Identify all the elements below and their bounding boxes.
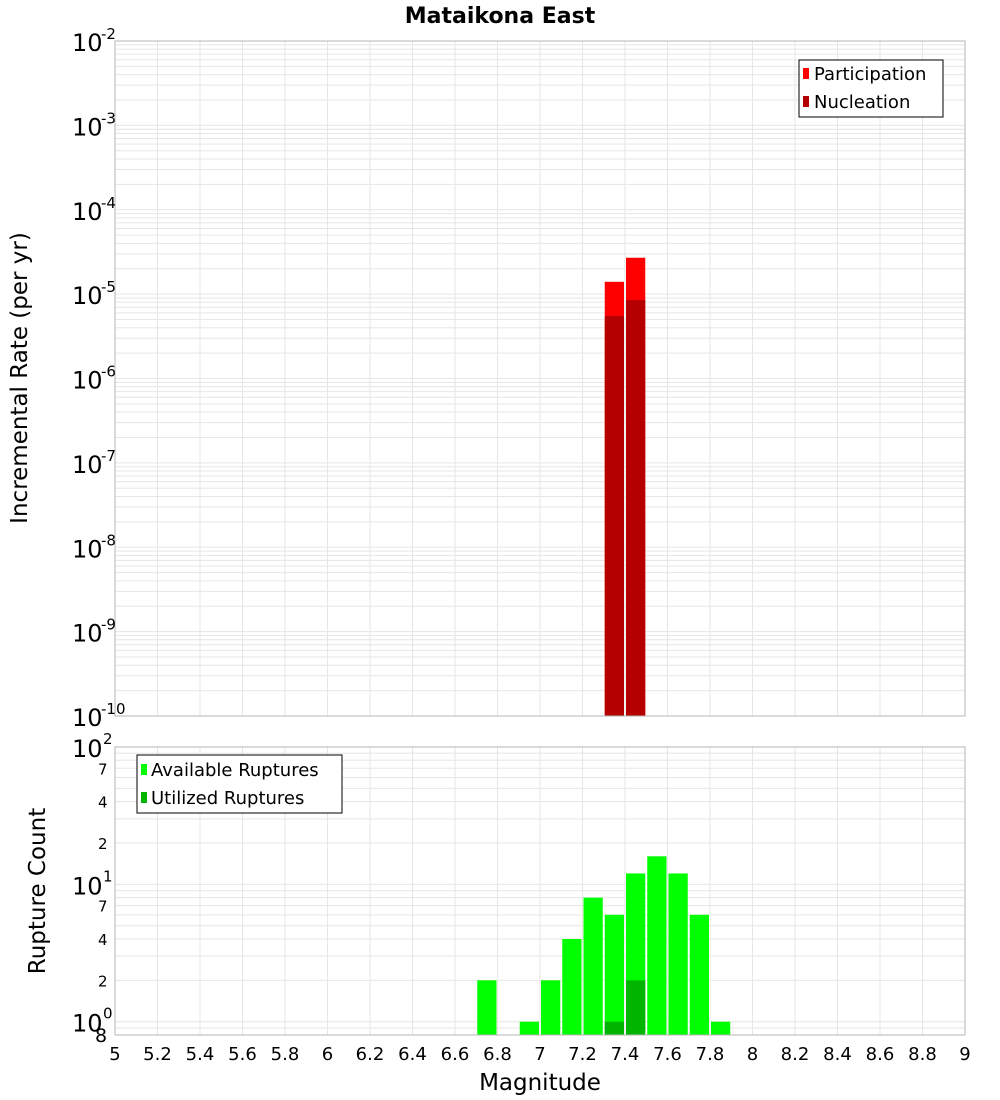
magnitude-x-tick-label: 5.8 bbox=[271, 1044, 300, 1065]
rate-y-tick-base: 10 bbox=[72, 282, 103, 310]
count-y-tick-base: 10 bbox=[72, 1010, 103, 1038]
rate-y-tick-exponent: -3 bbox=[101, 109, 116, 127]
x-axis-title: Magnitude bbox=[479, 1070, 601, 1096]
rate-plot-frame bbox=[114, 40, 966, 717]
rate-y-tick-exponent: -6 bbox=[101, 363, 116, 381]
magnitude-x-tick-label: 8.8 bbox=[908, 1044, 937, 1065]
count-y-minor-tick-label: 4 bbox=[98, 931, 108, 949]
rate-y-tick-base: 10 bbox=[72, 451, 103, 479]
magnitude-x-tick-label: 6.4 bbox=[398, 1044, 427, 1065]
rate-y-ticks: 10-210-310-410-510-610-710-810-910-10 bbox=[72, 25, 126, 732]
magnitude-x-tick-label: 5.6 bbox=[228, 1044, 257, 1065]
count-y-minor-tick-label: 2 bbox=[98, 972, 108, 990]
count-utilized-ruptures-bar bbox=[626, 980, 646, 1035]
rate-y-tick-exponent: -4 bbox=[101, 194, 116, 212]
count-available-ruptures-bar bbox=[583, 897, 603, 1035]
count-y-axis-title: Rupture Count bbox=[25, 808, 51, 974]
magnitude-x-tick-label: 5 bbox=[109, 1044, 120, 1065]
rate-y-tick-exponent: -9 bbox=[101, 616, 116, 634]
count-available-ruptures-bar bbox=[689, 914, 709, 1035]
count-legend: Available Ruptures Utilized Ruptures bbox=[136, 754, 343, 814]
count-utilized-ruptures-bar bbox=[604, 1021, 624, 1035]
rate-panel: 10-210-310-410-510-610-710-810-910-10 In… bbox=[7, 25, 966, 732]
available-legend-label: Available Ruptures bbox=[151, 760, 319, 781]
count-available-ruptures-bar bbox=[711, 1021, 731, 1035]
magnitude-x-tick-label: 5.4 bbox=[186, 1044, 215, 1065]
rate-y-tick-base: 10 bbox=[72, 113, 103, 141]
participation-legend-swatch bbox=[803, 68, 809, 79]
magnitude-x-tick-label: 6 bbox=[322, 1044, 333, 1065]
magnitude-x-tick-label: 7.6 bbox=[653, 1044, 682, 1065]
count-y-minor-tick-label: 2 bbox=[98, 835, 108, 853]
participation-legend-label: Participation bbox=[814, 64, 926, 85]
rate-y-tick-base: 10 bbox=[72, 367, 103, 395]
magnitude-x-tick-label: 6.6 bbox=[441, 1044, 470, 1065]
rate-y-tick-base: 10 bbox=[72, 704, 103, 732]
rate-y-tick-exponent: -10 bbox=[101, 700, 126, 718]
count-y-tick-base: 10 bbox=[72, 872, 103, 900]
magnitude-x-tick-label: 7.2 bbox=[568, 1044, 597, 1065]
rate-legend-box bbox=[798, 59, 944, 118]
count-y-minor-tick-label: 7 bbox=[98, 898, 108, 916]
magnitude-x-tick-label: 6.2 bbox=[356, 1044, 385, 1065]
magnitude-x-tick-label: 8.2 bbox=[781, 1044, 810, 1065]
magnitude-x-ticks: 5 5.2 5.4 5.6 5.8 6 6.2 6.4 6.6 6.8 7 7.2 7.4 7.6 7.8 8… bbox=[109, 1044, 970, 1065]
rate-nucleation-bar bbox=[626, 300, 646, 716]
rate-y-tick-base: 10 bbox=[72, 198, 103, 226]
magnitude-x-tick-label: 7.4 bbox=[611, 1044, 640, 1065]
magnitude-x-tick-label: 8.6 bbox=[866, 1044, 895, 1065]
utilized-legend-swatch bbox=[141, 792, 147, 803]
count-available-ruptures-bar bbox=[541, 980, 561, 1035]
rate-y-tick-base: 10 bbox=[72, 29, 103, 57]
count-y-minor-tick-label: 7 bbox=[98, 760, 108, 778]
rate-nucleation-bar bbox=[604, 316, 624, 716]
rate-bars bbox=[604, 257, 646, 716]
available-legend-swatch bbox=[141, 764, 147, 775]
count-available-ruptures-bar bbox=[668, 873, 688, 1035]
count-plot-frame bbox=[114, 746, 966, 1036]
rate-y-tick-exponent: -2 bbox=[101, 25, 116, 43]
count-y-tick-exponent: 0 bbox=[103, 1005, 113, 1023]
count-bars bbox=[477, 856, 731, 1035]
count-y-minor-tick-label: 4 bbox=[98, 794, 108, 812]
count-y-tick-base: 10 bbox=[72, 735, 103, 763]
nucleation-legend-swatch bbox=[803, 96, 809, 107]
nucleation-legend-label: Nucleation bbox=[814, 92, 910, 113]
rate-y-axis-title: Incremental Rate (per yr) bbox=[7, 232, 33, 524]
count-available-ruptures-bar bbox=[519, 1021, 539, 1035]
utilized-legend-label: Utilized Ruptures bbox=[151, 788, 304, 809]
magnitude-x-tick-label: 7.8 bbox=[696, 1044, 725, 1065]
rate-y-tick-exponent: -7 bbox=[101, 447, 116, 465]
count-available-ruptures-bar bbox=[604, 914, 624, 1035]
magnitude-x-tick-label: 5.2 bbox=[143, 1044, 172, 1065]
count-legend-box bbox=[136, 754, 343, 814]
rate-legend: Participation Nucleation bbox=[798, 59, 944, 118]
magnitude-x-tick-label: 6.8 bbox=[483, 1044, 512, 1065]
rate-y-tick-base: 10 bbox=[72, 620, 103, 648]
count-y-minor-tick-label: 8 bbox=[95, 1025, 107, 1047]
count-y-tick-exponent: 1 bbox=[103, 867, 113, 885]
rate-y-tick-base: 10 bbox=[72, 535, 103, 563]
count-available-ruptures-bar bbox=[562, 939, 582, 1035]
magnitude-x-tick-label: 7 bbox=[534, 1044, 545, 1065]
rate-y-tick-exponent: -8 bbox=[101, 531, 116, 549]
magnitude-x-tick-label: 9 bbox=[959, 1044, 970, 1065]
magnitude-x-tick-label: 8.4 bbox=[823, 1044, 852, 1065]
count-available-ruptures-bar bbox=[647, 856, 667, 1035]
count-y-tick-exponent: 2 bbox=[103, 730, 113, 748]
rate-y-tick-exponent: -5 bbox=[101, 278, 116, 296]
count-available-ruptures-bar bbox=[477, 980, 497, 1035]
rate-grid bbox=[114, 40, 966, 717]
magnitude-x-tick-label: 8 bbox=[747, 1044, 758, 1065]
chart-title: Mataikona East bbox=[405, 4, 596, 29]
